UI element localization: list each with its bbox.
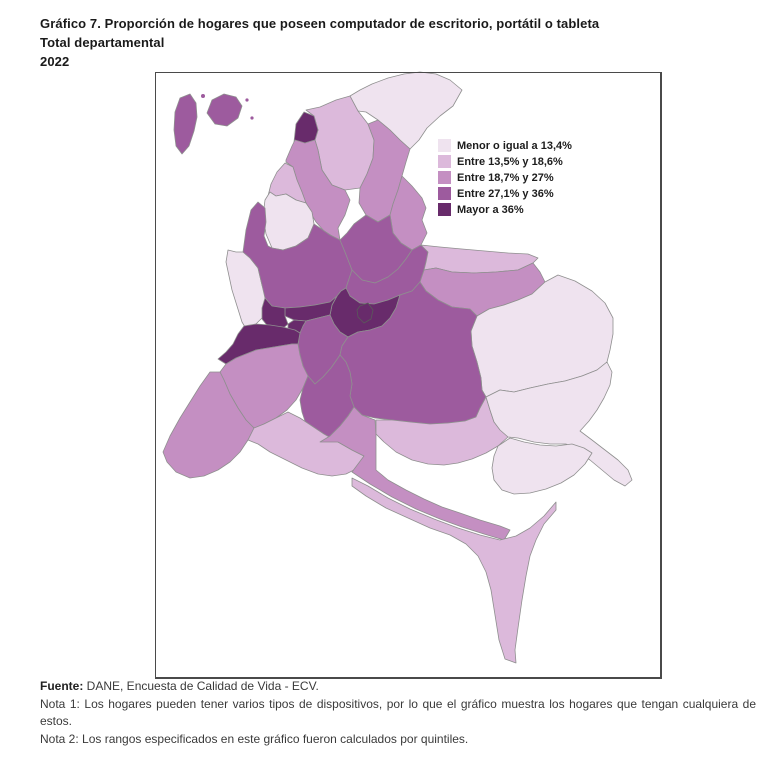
dept-vaupes — [491, 437, 593, 495]
legend-label-class2: Entre 13,5% y 18,6% — [457, 155, 563, 168]
legend-label-class1: Menor o igual a 13,4% — [457, 139, 572, 152]
legend-swatch-class5 — [438, 203, 451, 216]
chart-title: Gráfico 7. Proporción de hogares que pos… — [40, 16, 600, 31]
legend-item: Mayor a 36% — [438, 202, 572, 217]
legend-item: Menor o igual a 13,4% — [438, 138, 572, 153]
chart-year: 2022 — [40, 54, 70, 69]
dept-atlantico — [293, 111, 319, 144]
legend-label-class3: Entre 18,7% y 27% — [457, 171, 554, 184]
dept-san-andres — [173, 93, 198, 155]
dept-bogota — [356, 302, 374, 324]
map-frame-rect — [155, 72, 661, 678]
legend-label-class5: Mayor a 36% — [457, 203, 524, 216]
dept-san-andres-islet — [245, 98, 249, 102]
dept-narino — [162, 371, 255, 479]
legend-label-class4: Entre 27,1% y 36% — [457, 187, 554, 200]
legend-item: Entre 13,5% y 18,6% — [438, 154, 572, 169]
chart-title-block: Gráfico 7. Proporción de hogares que pos… — [40, 14, 750, 71]
note-2: Nota 2: Los rangos especificados en este… — [40, 731, 469, 746]
dept-caldas — [284, 295, 338, 322]
footnotes: Fuente: DANE, Encuesta de Calidad de Vid… — [40, 678, 756, 748]
source-label: Fuente: — [40, 679, 84, 693]
dept-san-andres-islet — [250, 116, 254, 120]
dept-caqueta — [319, 406, 511, 541]
legend-item: Entre 27,1% y 36% — [438, 186, 572, 201]
dept-guainia — [485, 361, 633, 487]
dept-amazonas — [351, 477, 557, 664]
legend-swatch-class4 — [438, 187, 451, 200]
dept-providencia — [206, 93, 243, 127]
legend-swatch-class2 — [438, 155, 451, 168]
note-1: Nota 1: Los hogares pueden tener varios … — [40, 696, 756, 729]
source-note: Fuente: DANE, Encuesta de Calidad de Vid… — [40, 678, 756, 696]
legend-swatch-class1 — [438, 139, 451, 152]
dept-san-andres-islet — [201, 94, 205, 98]
dept-guajira — [349, 71, 463, 150]
source-text: DANE, Encuesta de Calidad de Vida - ECV. — [83, 679, 319, 693]
chart-subtitle: Total departamental — [40, 35, 165, 50]
map-legend: Menor o igual a 13,4% Entre 13,5% y 18,6… — [438, 138, 572, 218]
legend-swatch-class3 — [438, 171, 451, 184]
legend-item: Entre 18,7% y 27% — [438, 170, 572, 185]
